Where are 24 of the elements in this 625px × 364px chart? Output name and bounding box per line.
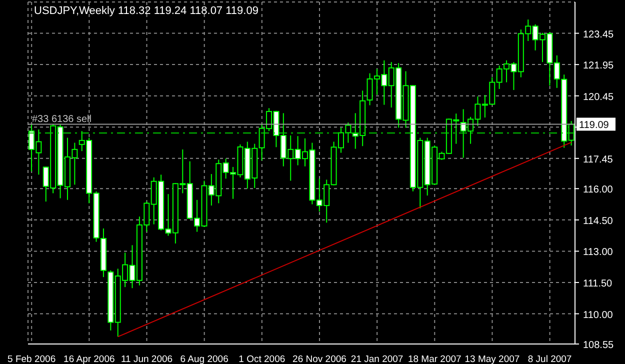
x-tick-label: 11 Jun 2006 xyxy=(120,354,173,364)
ref-line-label: 119.09 xyxy=(579,120,610,132)
y-tick-label: 120.45 xyxy=(583,92,614,103)
ref-line-label: #33 6136 sell xyxy=(32,114,92,125)
chart-title: USDJPY,Weekly 118.32 119.24 118.07 119.09 xyxy=(34,5,258,17)
x-tick-label: 8 Jul 2007 xyxy=(528,354,572,364)
x-tick-label: 16 Apr 2006 xyxy=(64,354,115,364)
candlestick xyxy=(345,122,352,144)
x-tick-label: 6 Aug 2006 xyxy=(180,354,228,364)
y-tick-label: 123.45 xyxy=(583,29,614,40)
y-tick-label: 116.00 xyxy=(583,184,614,196)
y-tick-label: 108.55 xyxy=(583,340,614,351)
y-tick-label: 121.95 xyxy=(583,60,614,72)
x-tick-label: 26 Nov 2006 xyxy=(292,354,346,364)
x-tick-label: 13 May 2007 xyxy=(464,354,520,364)
y-tick-label: 110.00 xyxy=(583,310,614,321)
x-tick-label: 5 Feb 2006 xyxy=(8,354,56,364)
y-tick-label: 111.50 xyxy=(583,278,613,290)
x-tick-label: 18 Mar 2007 xyxy=(408,354,462,364)
y-tick-label: 113.00 xyxy=(583,247,614,258)
x-tick-label: 21 Jan 2007 xyxy=(350,354,404,364)
y-tick-label: 117.45 xyxy=(583,154,614,166)
x-tick-label: 1 Oct 2006 xyxy=(238,354,286,364)
y-tick-label: 114.50 xyxy=(583,216,614,227)
